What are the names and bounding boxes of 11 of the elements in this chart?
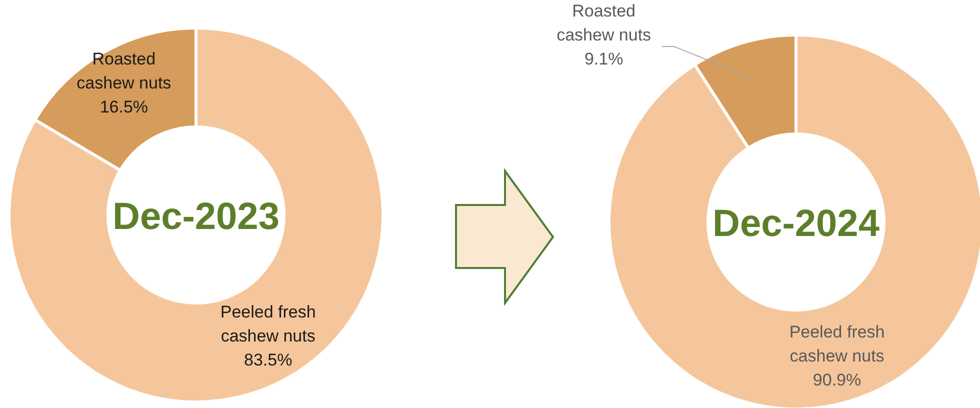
slice-label: Peeled fresh cashew nuts [789, 322, 885, 366]
slice-label: Roasted cashew nuts [76, 50, 172, 93]
data-label: 9.1% [584, 49, 624, 68]
data-label: 83.5% [244, 350, 292, 370]
donut-slice [8, 26, 384, 404]
text: Dec-2023 [112, 196, 280, 238]
data-label: 90.9% [812, 370, 862, 390]
data-label: 16.5% [100, 98, 148, 117]
slice-label: Roasted cashew nuts [556, 1, 652, 44]
slice-label: Peeled fresh cashew nuts [220, 302, 316, 346]
text: Dec-2024 [712, 203, 880, 245]
